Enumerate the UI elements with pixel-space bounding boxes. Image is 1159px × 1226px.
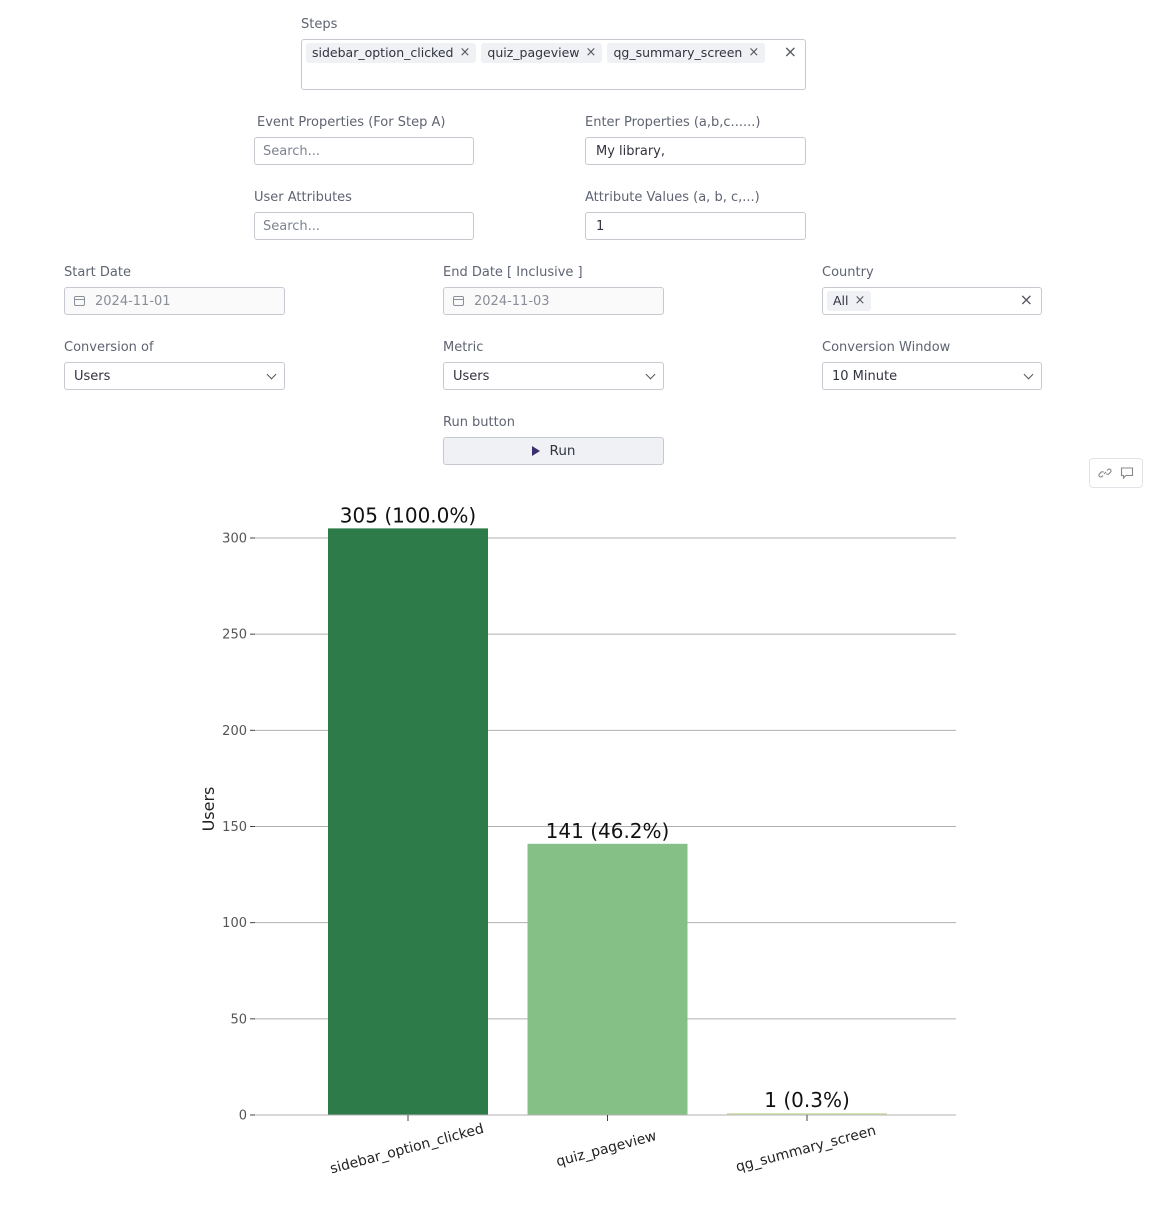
steps-clear-icon[interactable]: × — [783, 42, 797, 61]
step-chip-label: sidebar_option_clicked — [312, 45, 454, 60]
user-attributes-search-input[interactable] — [255, 213, 473, 239]
remove-chip-icon[interactable]: × — [854, 293, 866, 308]
x-tick-label: qg_summary_screen — [734, 1123, 878, 1176]
link-icon[interactable] — [1098, 466, 1112, 480]
y-tick-label: 250 — [222, 628, 247, 643]
metric-label: Metric — [443, 340, 484, 355]
start-date-value: 2024-11-01 — [95, 294, 171, 309]
run-button-label: Run — [549, 443, 576, 459]
step-chip: qg_summary_screen × — [607, 43, 766, 63]
y-tick-label: 50 — [230, 1012, 247, 1027]
remove-chip-icon[interactable]: × — [585, 45, 597, 60]
end-date-value: 2024-11-03 — [474, 294, 550, 309]
step-chip: sidebar_option_clicked × — [306, 43, 477, 63]
chevron-down-icon — [1023, 369, 1034, 380]
calendar-icon — [453, 296, 464, 306]
conversion-of-value: Users — [74, 369, 111, 384]
conversion-window-value: 10 Minute — [832, 369, 898, 384]
bar — [727, 1113, 887, 1115]
attribute-values-label: Attribute Values (a, b, c,...) — [585, 190, 760, 205]
event-properties-label: Event Properties (For Step A) — [257, 115, 446, 130]
country-label: Country — [822, 265, 874, 280]
data-label: 141 (46.2%) — [546, 819, 670, 843]
step-chip-label: qg_summary_screen — [613, 45, 743, 60]
attribute-values-input[interactable] — [586, 213, 805, 239]
event-properties-field — [254, 137, 474, 165]
country-clear-icon[interactable]: × — [1019, 290, 1033, 309]
conversion-of-select[interactable]: Users — [64, 362, 285, 390]
enter-properties-label: Enter Properties (a,b,c......) — [585, 115, 761, 130]
step-chip-label: quiz_pageview — [487, 45, 580, 60]
chevron-down-icon — [645, 369, 656, 380]
data-label: 305 (100.0%) — [340, 503, 476, 527]
metric-select[interactable]: Users — [443, 362, 664, 390]
enter-properties-input[interactable] — [586, 138, 805, 164]
x-tick-label: sidebar_option_clicked — [328, 1121, 485, 1177]
conversion-of-label: Conversion of — [64, 340, 154, 355]
attribute-values-field — [585, 212, 806, 240]
chevron-down-icon — [266, 369, 277, 380]
calendar-icon — [74, 296, 85, 306]
step-chip: quiz_pageview × — [481, 43, 603, 63]
conversion-window-label: Conversion Window — [822, 340, 951, 355]
data-label: 1 (0.3%) — [764, 1088, 850, 1112]
metric-value: Users — [453, 369, 490, 384]
y-tick-label: 0 — [239, 1109, 247, 1124]
remove-chip-icon[interactable]: × — [459, 45, 471, 60]
start-date-input[interactable]: 2024-11-01 — [64, 287, 285, 315]
conversion-window-select[interactable]: 10 Minute — [822, 362, 1042, 390]
y-tick-label: 300 — [222, 532, 247, 547]
bar — [328, 528, 488, 1115]
end-date-label: End Date [ Inclusive ] — [443, 265, 583, 280]
remove-chip-icon[interactable]: × — [748, 45, 760, 60]
x-tick-label: quiz_pageview — [555, 1128, 659, 1170]
comment-icon[interactable] — [1120, 466, 1134, 480]
y-tick-label: 100 — [222, 916, 247, 931]
country-chip: All × — [827, 291, 872, 311]
start-date-label: Start Date — [64, 265, 131, 280]
run-button[interactable]: Run — [443, 437, 664, 465]
play-icon — [531, 446, 540, 456]
user-attributes-label: User Attributes — [254, 190, 352, 205]
y-tick-label: 200 — [222, 724, 247, 739]
run-label: Run button — [443, 415, 515, 430]
y-axis-label: Users — [199, 787, 218, 832]
bar — [527, 843, 688, 1115]
enter-properties-field — [585, 137, 806, 165]
chart-toolbar — [1089, 458, 1143, 488]
event-properties-search-input[interactable] — [255, 138, 473, 164]
steps-label: Steps — [301, 17, 338, 32]
country-chip-label: All — [833, 293, 849, 308]
y-tick-label: 150 — [222, 820, 247, 835]
end-date-input[interactable]: 2024-11-03 — [443, 287, 664, 315]
country-multiselect[interactable]: All × × — [822, 287, 1042, 315]
steps-multiselect[interactable]: sidebar_option_clicked × quiz_pageview × qg_… — [301, 39, 806, 90]
user-attributes-field — [254, 212, 474, 240]
